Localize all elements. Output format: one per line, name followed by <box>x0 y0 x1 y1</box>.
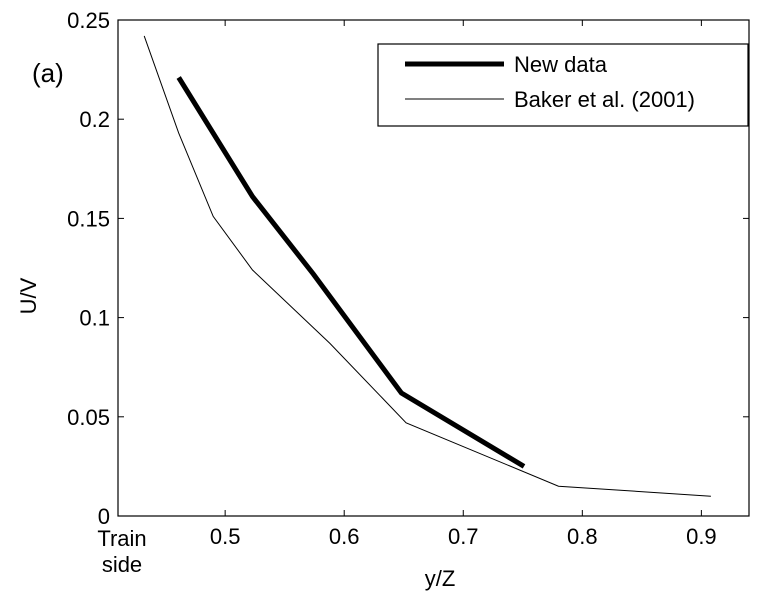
legend-box <box>377 43 749 127</box>
y-tick-label: 0 <box>98 504 110 529</box>
x-tick-label: 0.9 <box>686 524 717 549</box>
y-axis-label: U/V <box>16 277 41 314</box>
panel-annotation: (a) <box>32 58 64 88</box>
legend-label-baker: Baker et al. (2001) <box>514 87 695 112</box>
y-tick-label: 0.05 <box>67 405 110 430</box>
x-axis-label: y/Z <box>425 566 456 591</box>
x-tick-label: 0.6 <box>329 524 360 549</box>
y-tick-label: 0.25 <box>67 8 110 33</box>
x-extra-label-line2: side <box>102 552 142 577</box>
series-line-baker <box>143 35 711 497</box>
axis-ticks: 0 0.05 0.1 0.15 0.2 0.25 0.5 0.6 0.7 0.8 0.9 <box>67 8 749 549</box>
x-tick-label: 0.8 <box>567 524 598 549</box>
plot-border <box>117 19 750 517</box>
y-tick-label: 0.2 <box>79 107 110 132</box>
y-tick-label: 0.1 <box>79 306 110 331</box>
legend: New data Baker et al. (2001) <box>377 43 749 127</box>
plot-frame <box>117 19 750 517</box>
x-tick-label: 0.7 <box>448 524 479 549</box>
series-layer <box>143 35 711 497</box>
series-line-new-data <box>176 76 526 469</box>
x-extra-label-line1: Train <box>97 526 146 551</box>
legend-label-new-data: New data <box>514 52 608 77</box>
y-tick-label: 0.15 <box>67 206 110 231</box>
x-tick-label: 0.5 <box>210 524 241 549</box>
